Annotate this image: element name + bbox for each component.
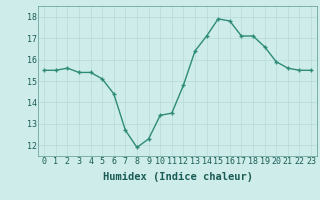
X-axis label: Humidex (Indice chaleur): Humidex (Indice chaleur) — [103, 172, 252, 182]
